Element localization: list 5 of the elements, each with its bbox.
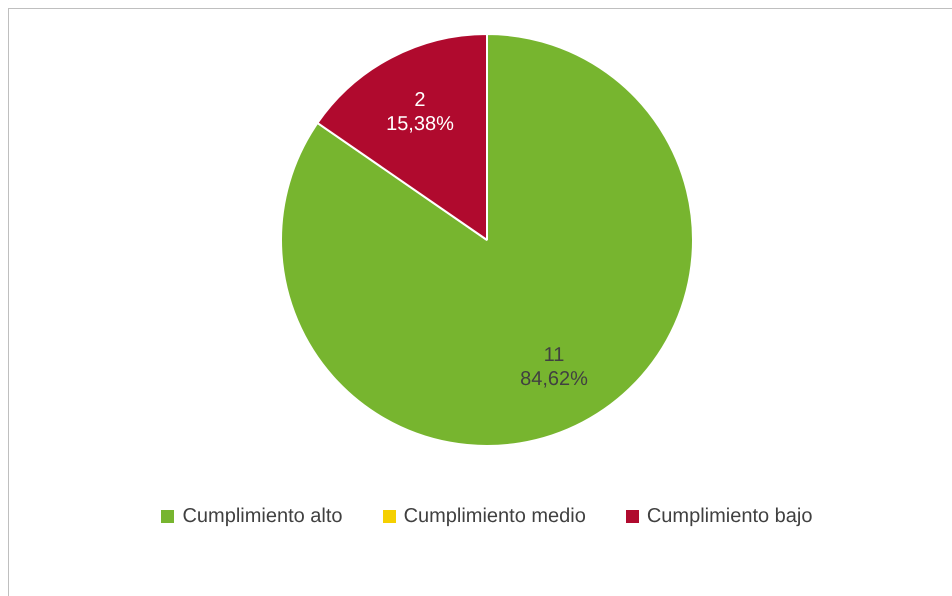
data-label: 11 84,62% <box>520 344 588 390</box>
legend-label: Cumplimiento alto <box>182 505 343 528</box>
data-label: 2 15,38% <box>386 88 454 135</box>
legend-label: Cumplimiento bajo <box>646 505 812 528</box>
legend-label: Cumplimiento medio <box>404 505 586 528</box>
